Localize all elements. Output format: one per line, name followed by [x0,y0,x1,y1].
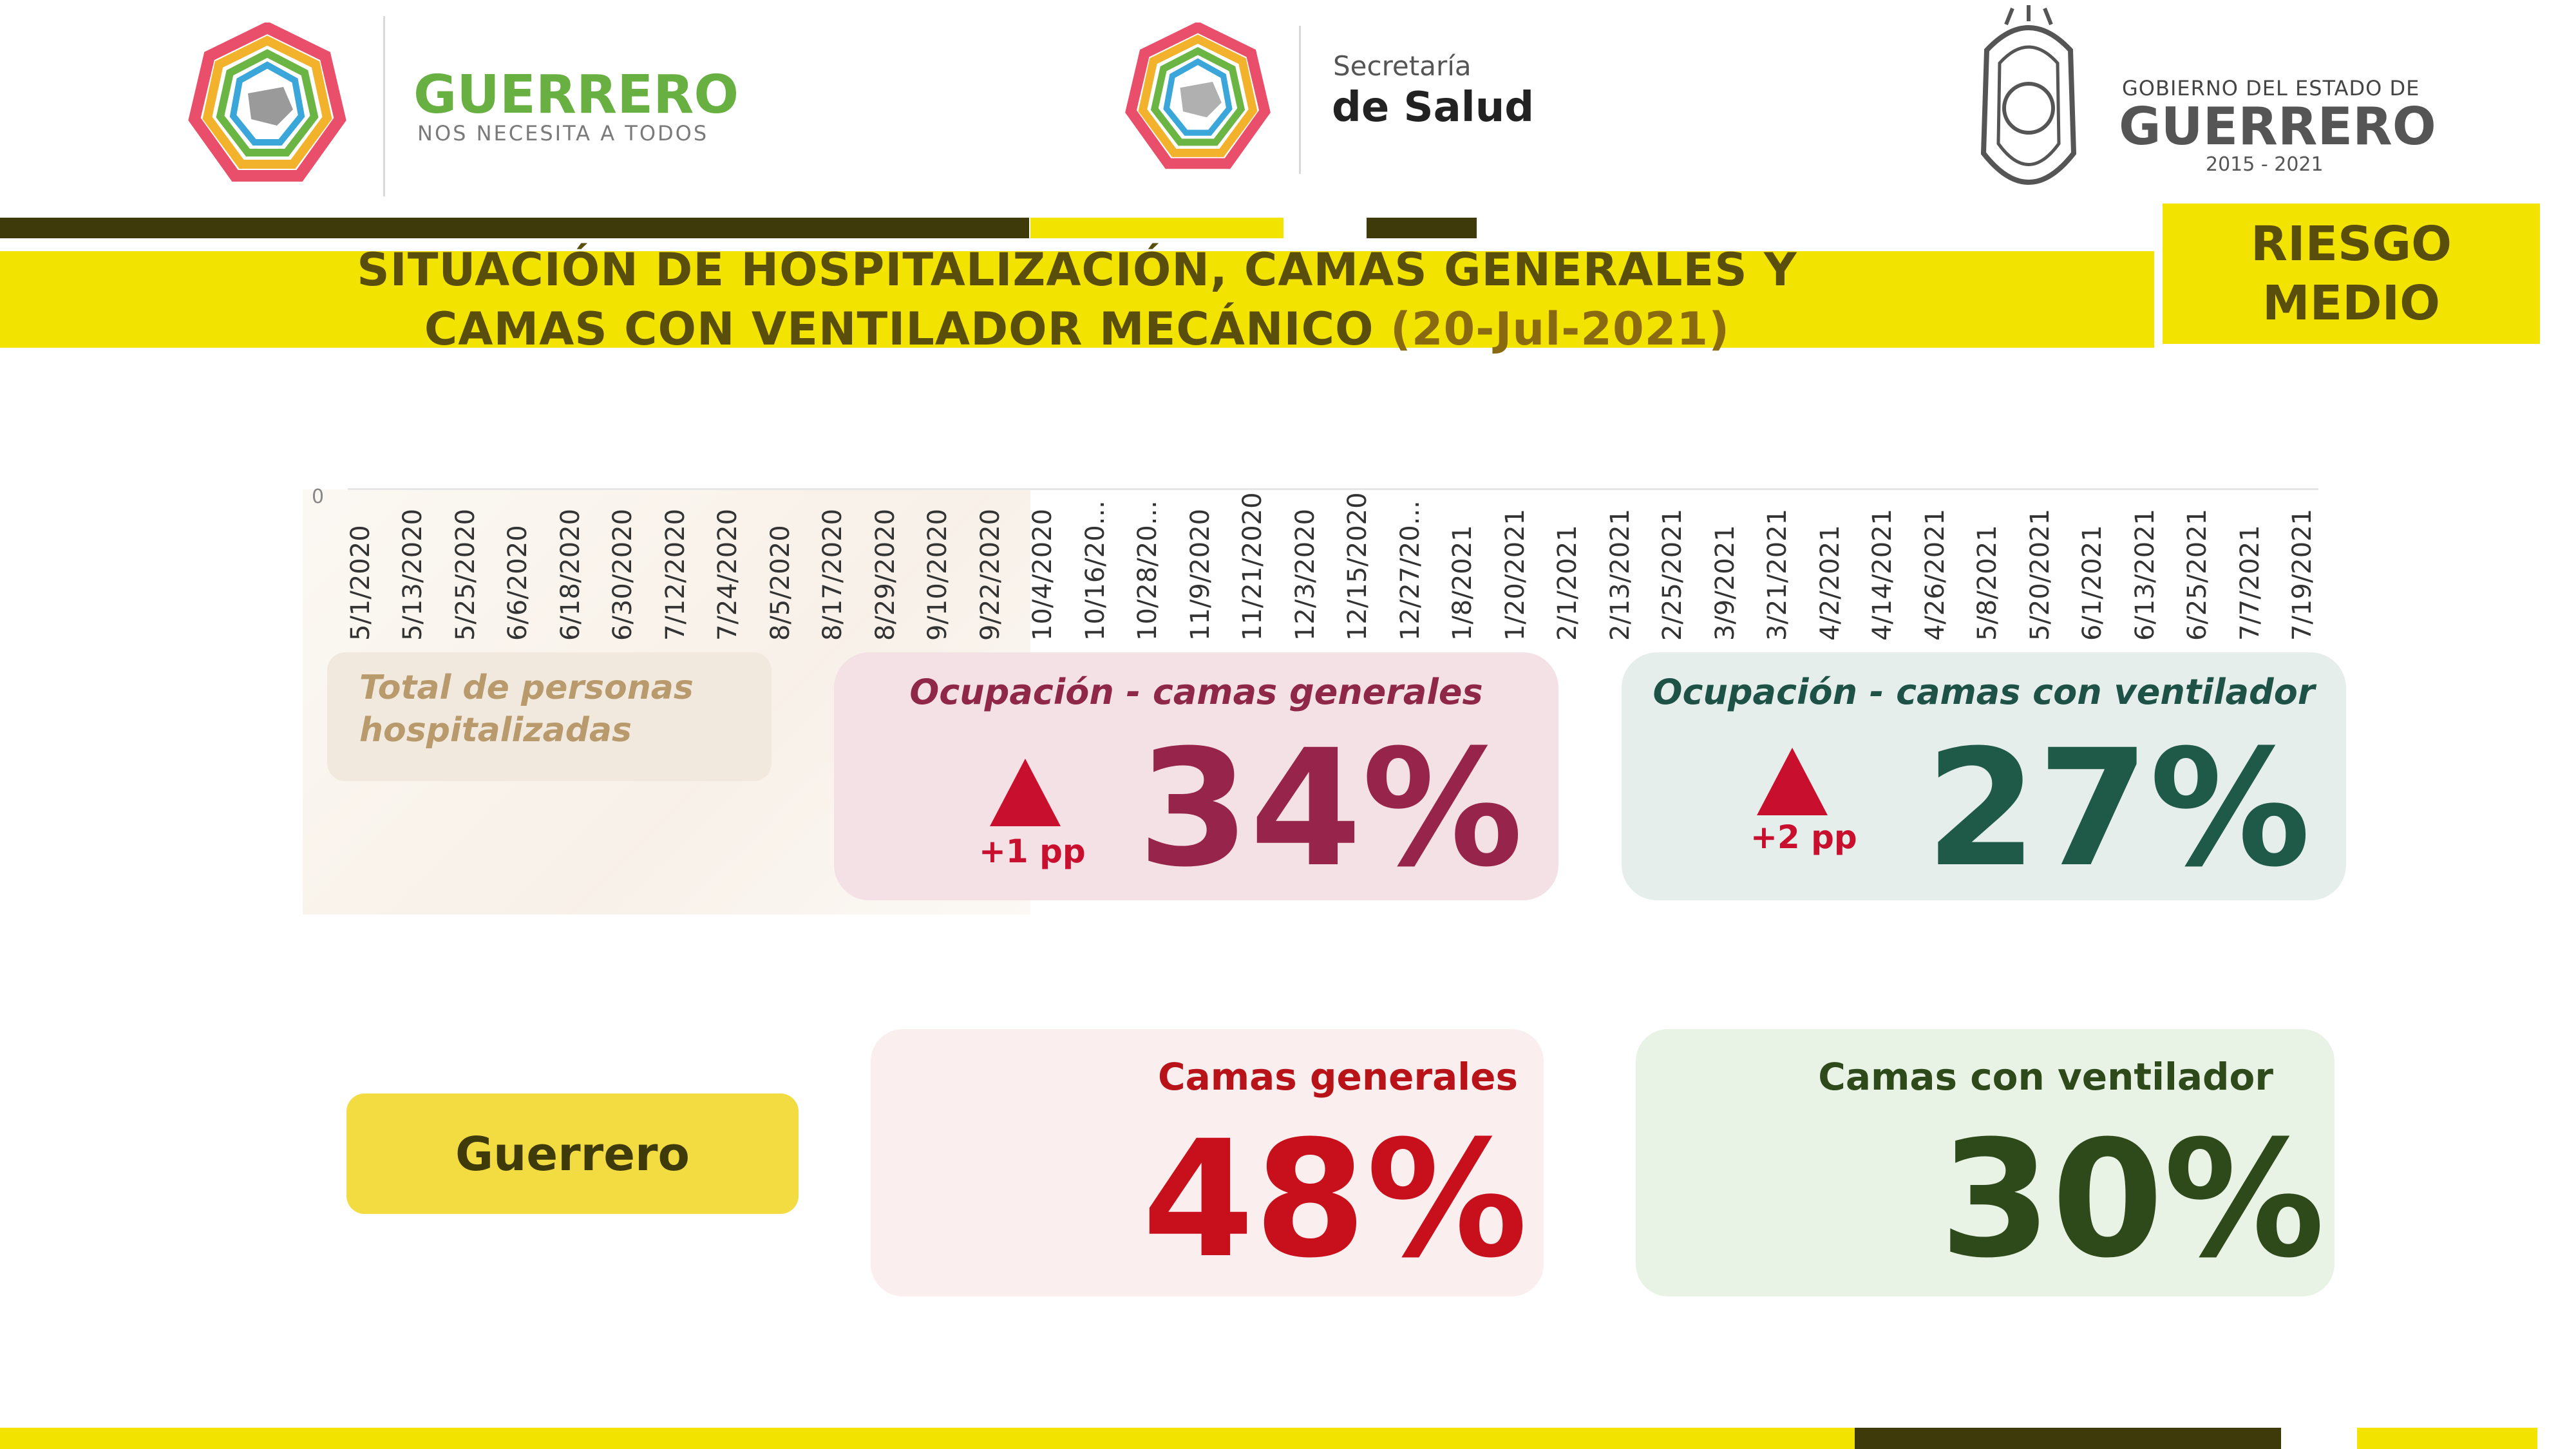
chart-x-tick-label: 12/3/2020 [1290,508,1320,641]
up-arrow-icon [990,759,1061,826]
right-brand-line2: GUERRERO [2119,97,2436,156]
chart-x-tick-label: 9/10/2020 [923,508,953,641]
chart-x-tick-label: 8/29/2020 [870,508,900,641]
chart-x-axis [348,488,2318,490]
up-arrow-icon [1757,748,1828,815]
header-divider [383,16,385,196]
chart-title-box: Total de personas hospitalizadas [327,652,772,781]
occupancy-ventilator-card: Ocupación - camas con ventilador +2 pp 2… [1622,652,2346,900]
chart-x-tick-label: 3/9/2021 [1710,525,1740,641]
risk-badge: RIESGO MEDIO [2163,204,2540,344]
state-ventilator-card: Camas con ventilador 30% [1636,1029,2334,1296]
center-brand-line1: Secretaría [1333,50,1472,82]
occupancy-ventilator-change: +2 pp [1750,819,1857,856]
chart-x-tick-label: 6/1/2021 [2078,525,2108,641]
state-name: Guerrero [455,1126,690,1181]
risk-line-1: RIESGO [2250,216,2452,272]
chart-x-tick-label: 11/9/2020 [1185,508,1215,641]
chart-x-tick-label: 11/21/2020 [1238,492,1268,641]
chart-x-tick-label: 7/12/2020 [660,508,690,641]
chart-x-tick-label: 5/13/2020 [398,508,428,641]
chart-x-tick-label: 7/7/2021 [2235,525,2265,641]
chart-x-tick-label: 2/13/2021 [1605,508,1635,641]
chart-x-tick-label: 5/20/2021 [2025,508,2055,641]
chart-x-tick-label: 1/20/2021 [1500,508,1530,641]
title-line-2-main: CAMAS CON VENTILADOR MECÁNICO [424,303,1374,355]
chart-x-tick-label: 7/19/2021 [2287,508,2317,641]
chart-x-tick-label: 5/8/2021 [1973,525,2003,641]
chart-title: Total de personas hospitalizadas [359,668,694,750]
chart-x-tick-label: 10/28/20... [1133,500,1163,641]
occupancy-ventilator-value: 27% [1925,715,2311,902]
left-brand-tagline: NOS NECESITA A TODOS [417,121,709,146]
top-bar-yellow [1030,218,1283,238]
guerrero-logo-icon [188,23,346,182]
state-general-card: Camas generales 48% [871,1029,1544,1296]
occupancy-ventilator-title: Ocupación - camas con ventilador [1653,672,2315,712]
chart-x-tick-label: 3/21/2021 [1763,508,1793,641]
chart-x-tick-label: 8/17/2020 [818,508,848,641]
chart-x-tick-label: 5/1/2020 [346,525,375,641]
right-brand-line1: GOBIERNO DEL ESTADO DE [2122,76,2420,100]
state-general-value: 48% [1142,1106,1528,1293]
chart-x-tick-label: 2/25/2021 [1658,508,1688,641]
top-bar-olive-short [1367,218,1477,238]
chart-x-tick-label: 12/15/2020 [1343,492,1373,641]
chart-y-tick-zero: 0 [312,486,325,508]
title-date: (20-Jul-2021) [1390,303,1730,355]
chart-x-tick-label: 1/8/2021 [1448,525,1478,641]
bottom-bar-yellow [0,1428,1855,1449]
occupancy-general-card: Ocupación - camas generales +1 pp 34% [834,652,1558,900]
bottom-bar-olive [1855,1428,2281,1449]
top-bar-olive [0,218,1029,238]
state-general-title: Camas generales [1158,1055,1518,1099]
chart-x-tick-label: 10/4/2020 [1028,508,1058,641]
chart-x-tick-label: 4/14/2021 [1868,508,1898,641]
chart-x-tick-label: 8/5/2020 [765,525,795,641]
right-brand-years: 2015 - 2021 [2206,153,2324,176]
state-ventilator-value: 30% [1939,1106,2325,1293]
chart-x-tick-label: 6/18/2020 [555,508,585,641]
left-brand-name: GUERRERO [413,64,739,126]
chart-x-tick-label: 10/16/20... [1080,500,1110,641]
chart-x-tick-label: 2/1/2021 [1553,525,1583,641]
chart-x-tick-label: 7/24/2020 [713,508,743,641]
occupancy-general-change: +1 pp [979,833,1086,870]
chart-x-tick-label: 6/25/2021 [2183,508,2213,641]
chart-x-tick-label: 4/26/2021 [1920,508,1950,641]
chart-x-tick-label: 6/13/2021 [2130,508,2160,641]
occupancy-general-value: 34% [1137,715,1523,902]
chart-x-tick-label: 5/25/2020 [450,508,480,641]
center-brand-line2: de Salud [1332,84,1535,131]
occupancy-general-title: Ocupación - camas generales [909,672,1483,712]
chart-x-tick-label: 4/2/2021 [1815,525,1845,641]
chart-x-tick-label: 12/27/20... [1395,500,1425,641]
chart-x-tick-label: 6/30/2020 [608,508,638,641]
risk-line-2: MEDIO [2262,276,2441,331]
chart-x-tick-label: 6/6/2020 [503,525,533,641]
secretaria-salud-logo-icon [1125,23,1271,169]
center-divider [1299,26,1301,174]
title-line-2: CAMAS CON VENTILADOR MECÁNICO (20-Jul-20… [424,299,1730,359]
title-line-1: SITUACIÓN DE HOSPITALIZACIÓN, CAMAS GENE… [357,243,1797,296]
state-ventilator-title: Camas con ventilador [1818,1055,2273,1099]
chart-x-tick-label: 9/22/2020 [975,508,1005,641]
state-coat-of-arms-icon [1980,5,2077,185]
state-button[interactable]: Guerrero [346,1094,799,1214]
page-title: SITUACIÓN DE HOSPITALIZACIÓN, CAMAS GENE… [0,243,2154,355]
bottom-bar-yellow-short [2357,1428,2537,1449]
